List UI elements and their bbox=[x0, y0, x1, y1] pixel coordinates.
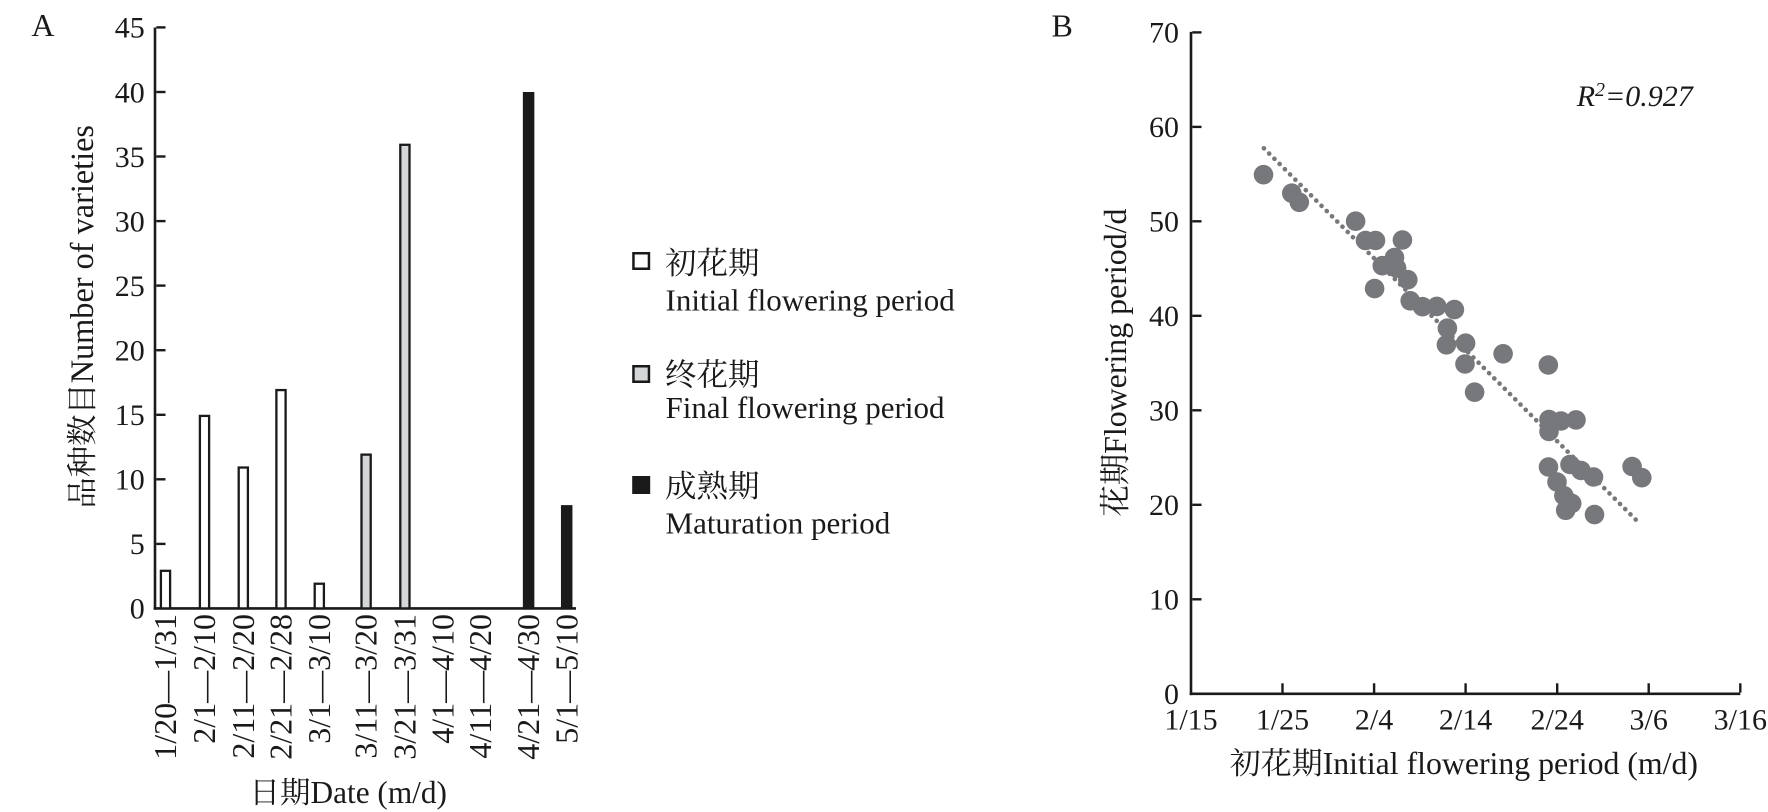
svg-text:5: 5 bbox=[130, 528, 145, 561]
svg-text:Date (m/d): Date (m/d) bbox=[311, 775, 447, 810]
svg-text:40: 40 bbox=[115, 76, 145, 109]
svg-text:2/21—2/28: 2/21—2/28 bbox=[263, 614, 299, 760]
svg-text:20: 20 bbox=[115, 335, 145, 368]
svg-text:Maturation period: Maturation period bbox=[666, 506, 891, 541]
svg-text:4/1—4/10: 4/1—4/10 bbox=[425, 614, 461, 744]
svg-text:2/4: 2/4 bbox=[1355, 704, 1393, 737]
svg-text:10: 10 bbox=[115, 464, 145, 497]
svg-text:Initial flowering period: Initial flowering period bbox=[666, 283, 956, 318]
svg-text:0: 0 bbox=[1164, 678, 1179, 711]
svg-text:Initial flowering period (m/d): Initial flowering period (m/d) bbox=[1323, 746, 1698, 781]
svg-text:70: 70 bbox=[1149, 17, 1179, 50]
svg-text:4/11—4/20: 4/11—4/20 bbox=[462, 614, 498, 759]
svg-text:B: B bbox=[1052, 8, 1073, 44]
svg-text:60: 60 bbox=[1149, 111, 1179, 144]
svg-text:5/1—5/10: 5/1—5/10 bbox=[548, 614, 584, 744]
svg-text:3/21—3/31: 3/21—3/31 bbox=[387, 614, 423, 760]
svg-text:1/25: 1/25 bbox=[1256, 704, 1309, 737]
svg-text:30: 30 bbox=[1149, 395, 1179, 428]
svg-text:30: 30 bbox=[115, 205, 145, 238]
svg-text:20: 20 bbox=[1149, 489, 1179, 522]
svg-text:1/20—1/31: 1/20—1/31 bbox=[147, 614, 183, 760]
svg-text:3/16: 3/16 bbox=[1714, 704, 1767, 737]
svg-text:A: A bbox=[31, 7, 54, 43]
svg-text:45: 45 bbox=[115, 12, 145, 45]
svg-text:0: 0 bbox=[130, 593, 145, 626]
svg-text:2/11—2/20: 2/11—2/20 bbox=[225, 614, 261, 759]
svg-text:25: 25 bbox=[115, 270, 145, 303]
svg-text:R2=0.927: R2=0.927 bbox=[1576, 79, 1695, 113]
svg-text:Final flowering period: Final flowering period bbox=[666, 390, 945, 425]
svg-text:3/6: 3/6 bbox=[1630, 704, 1668, 737]
svg-text:2/24: 2/24 bbox=[1531, 704, 1584, 737]
svg-text:Flowering period/d: Flowering period/d bbox=[1098, 208, 1133, 453]
svg-text:2/1—2/10: 2/1—2/10 bbox=[186, 614, 222, 744]
svg-text:15: 15 bbox=[115, 399, 145, 432]
svg-text:3/1—3/10: 3/1—3/10 bbox=[301, 614, 337, 744]
svg-text:4/21—4/30: 4/21—4/30 bbox=[510, 614, 546, 760]
svg-text:35: 35 bbox=[115, 141, 145, 174]
svg-text:50: 50 bbox=[1149, 206, 1179, 239]
svg-text:1/15: 1/15 bbox=[1164, 704, 1217, 737]
svg-text:10: 10 bbox=[1149, 584, 1179, 617]
svg-text:3/11—3/20: 3/11—3/20 bbox=[348, 614, 384, 759]
svg-text:2/14: 2/14 bbox=[1439, 704, 1492, 737]
svg-text:Number of varieties: Number of varieties bbox=[64, 125, 100, 383]
svg-text:40: 40 bbox=[1149, 300, 1179, 333]
